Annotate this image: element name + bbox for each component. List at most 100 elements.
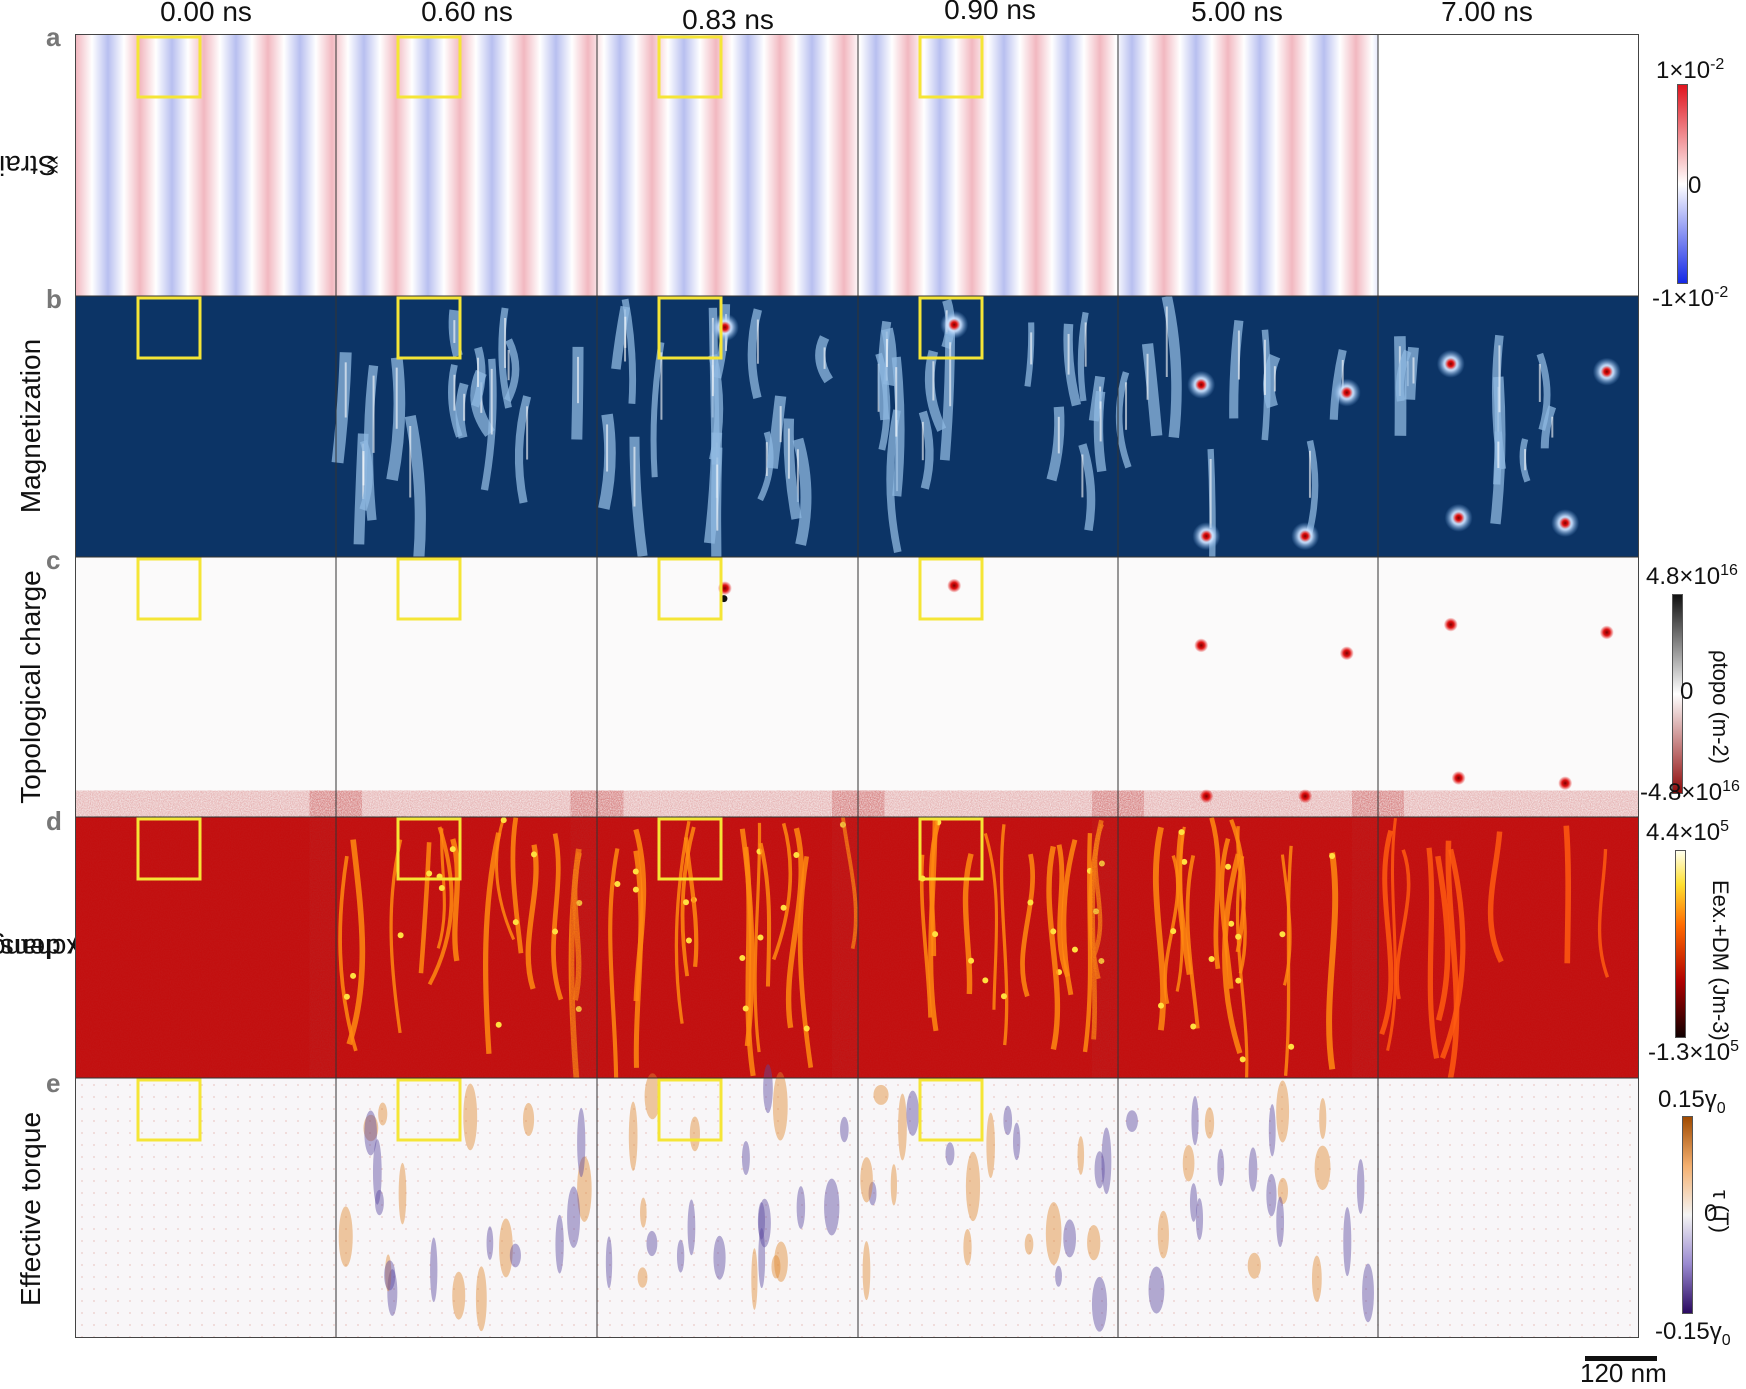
energy-streak <box>346 839 366 1046</box>
torque-blob <box>1189 1183 1198 1222</box>
energy-hotspot <box>530 851 537 858</box>
topo-charge-dot <box>1339 646 1354 661</box>
energy-streak <box>338 855 358 1052</box>
skyrmion-core <box>1340 386 1353 399</box>
energy-streak <box>525 844 539 990</box>
torque-blob <box>555 1214 564 1274</box>
torque-blob <box>628 1101 638 1171</box>
energy-noise <box>1378 817 1638 1078</box>
row-title-energy-density: Exchange + DMenergy density <box>0 932 154 964</box>
torque-blob <box>577 1156 592 1222</box>
torque-blob <box>1276 1080 1290 1143</box>
torque-blob <box>1182 1144 1195 1182</box>
energy-hotspot <box>803 1025 810 1032</box>
torque-blob <box>1191 1095 1199 1146</box>
topo-charge-dot <box>1298 789 1313 804</box>
row-title-strain: Strain εxx <box>0 149 62 181</box>
row-letter-c: c <box>46 545 61 575</box>
energy-streak <box>482 832 502 1054</box>
torque-blob <box>862 1241 871 1301</box>
panel-r0-c1 <box>336 35 597 296</box>
topo-charge-dot <box>1194 638 1209 653</box>
row-title-magnetization: Magnetization <box>15 338 46 513</box>
domain-wall <box>1078 443 1096 532</box>
panel-r2-c1 <box>336 557 597 817</box>
torque-blob <box>774 1241 788 1282</box>
torque-blob <box>873 1084 889 1105</box>
energy-hotspot <box>742 1005 749 1012</box>
energy-streak <box>683 837 699 968</box>
energy-streak <box>1435 855 1451 1021</box>
energy-hotspot <box>1279 931 1286 938</box>
domain-wall <box>514 395 532 504</box>
energy-streak <box>1395 849 1411 1000</box>
highlight-box <box>136 35 202 99</box>
torque-blob <box>687 1199 696 1256</box>
torque-blob <box>1013 1122 1021 1161</box>
panel-r2-c3 <box>858 557 1118 817</box>
torque-blob <box>1045 1202 1062 1265</box>
torque-blob <box>898 1093 907 1161</box>
energy-streak <box>1280 854 1292 986</box>
topo-charge-dot <box>1599 625 1614 640</box>
time-label-3: 0.90 ns <box>944 0 1036 25</box>
domain-wall <box>1519 438 1531 483</box>
panel-r0-c3 <box>858 35 1118 296</box>
torque-blob <box>1276 1196 1285 1247</box>
energy-hotspot <box>614 881 621 888</box>
skyrmion-core <box>1200 530 1213 543</box>
energy-hotspot <box>1225 863 1232 870</box>
energy-hotspot <box>780 904 787 911</box>
panel-r2-c0 <box>76 557 336 817</box>
energy-hotspot <box>683 899 690 906</box>
panel-r0-c0 <box>76 35 336 296</box>
domain-wall <box>747 308 762 399</box>
torque-blob <box>860 1157 873 1203</box>
domain-wall <box>363 365 379 521</box>
energy-streak <box>510 817 524 954</box>
torque-blob <box>1003 1105 1013 1136</box>
domain-wall <box>1077 311 1089 402</box>
torque-blob <box>689 1116 700 1152</box>
torque-blob <box>522 1102 535 1136</box>
highlight-box <box>136 817 202 881</box>
torque-blob <box>1101 1127 1112 1195</box>
torque-blob <box>758 1198 771 1248</box>
skyrmion-core <box>1559 517 1572 530</box>
domain-wall <box>815 335 834 384</box>
torque-dots <box>76 1078 336 1337</box>
scale-bar <box>1585 1356 1657 1361</box>
torque-blob <box>567 1186 581 1248</box>
torque-blob <box>338 1206 353 1267</box>
domain-wall <box>448 364 463 438</box>
energy-hotspot <box>1181 858 1188 865</box>
row-title-effective-torque: Effective torque <box>15 1111 47 1306</box>
energy-hotspot <box>576 900 583 907</box>
torque-blob <box>1091 1276 1108 1332</box>
torque-blob <box>1266 1173 1277 1217</box>
torque-blob <box>577 1107 586 1178</box>
colorbar-energy-bottom: -1.3×105 <box>1648 1038 1739 1066</box>
torque-blob <box>758 1227 766 1289</box>
colorbar-energy-bar <box>1675 850 1686 1038</box>
domain-wall <box>386 356 406 482</box>
highlight-box <box>657 296 723 360</box>
colorbar-topo-bar <box>1672 594 1683 794</box>
torque-dots <box>597 1078 858 1337</box>
energy-streak <box>674 820 691 1024</box>
energy-hotspot <box>1239 1056 1246 1063</box>
colorbar-torque-title: τ (T) <box>1708 1190 1733 1233</box>
torque-blob <box>1055 1265 1062 1287</box>
topo-charge-dot <box>947 578 962 593</box>
energy-streak <box>1061 839 1078 996</box>
torque-blob <box>452 1271 466 1320</box>
torque-blob <box>364 1110 377 1156</box>
time-label-5: 7.00 ns <box>1441 0 1533 27</box>
energy-streak <box>1379 829 1394 1036</box>
torque-blob <box>363 1114 379 1142</box>
highlight-box <box>657 35 723 99</box>
energy-hotspot <box>1158 1002 1165 1009</box>
torque-blob <box>1362 1263 1374 1323</box>
time-label-0: 0.00 ns <box>160 0 252 27</box>
energy-streak <box>1020 853 1036 998</box>
